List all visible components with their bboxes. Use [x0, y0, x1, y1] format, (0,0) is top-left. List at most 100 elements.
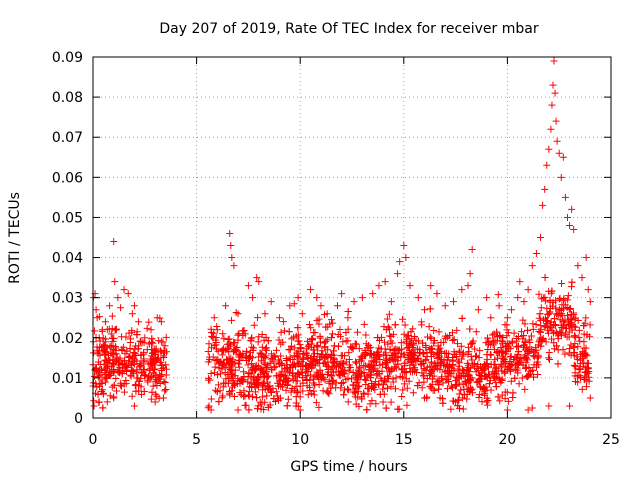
- data-point: [514, 359, 522, 367]
- data-point: [398, 393, 406, 401]
- data-point: [319, 387, 327, 395]
- data-point: [520, 298, 528, 306]
- data-point: [381, 338, 389, 346]
- data-point: [566, 402, 574, 410]
- data-point: [370, 383, 378, 391]
- data-point: [574, 317, 582, 325]
- data-point: [312, 399, 320, 407]
- data-point: [409, 389, 417, 397]
- data-point: [282, 364, 290, 372]
- data-point: [487, 351, 495, 359]
- data-point: [232, 309, 240, 317]
- data-point: [292, 332, 300, 340]
- data-point: [353, 328, 361, 336]
- data-point: [558, 301, 566, 309]
- data-point: [123, 368, 131, 376]
- data-point: [375, 352, 383, 360]
- data-point: [498, 391, 506, 399]
- data-point: [541, 185, 549, 193]
- data-point: [542, 322, 550, 330]
- data-point: [458, 286, 466, 294]
- data-point: [484, 346, 492, 354]
- data-point: [355, 365, 363, 373]
- data-point: [452, 381, 460, 389]
- x-tick-label: 5: [192, 432, 201, 448]
- data-point: [145, 318, 153, 326]
- data-point: [495, 302, 503, 310]
- data-point: [489, 368, 497, 376]
- data-point: [535, 290, 543, 298]
- data-point: [127, 361, 135, 369]
- data-point: [466, 270, 474, 278]
- data-point: [534, 371, 542, 379]
- data-point: [560, 305, 568, 313]
- data-point: [310, 387, 318, 395]
- data-point: [368, 397, 376, 405]
- data-point: [391, 321, 399, 329]
- data-point: [313, 342, 321, 350]
- data-point: [271, 398, 279, 406]
- data-point: [385, 310, 393, 318]
- data-point: [344, 337, 352, 345]
- data-point: [261, 361, 269, 369]
- data-point: [553, 342, 561, 350]
- data-point: [336, 332, 344, 340]
- data-point: [216, 370, 224, 378]
- data-point: [421, 306, 429, 314]
- data-point: [471, 360, 479, 368]
- data-point: [500, 356, 508, 364]
- data-point: [275, 314, 283, 322]
- data-point: [387, 398, 395, 406]
- data-point: [483, 401, 491, 409]
- data-point: [106, 371, 114, 379]
- data-point: [524, 286, 532, 294]
- data-point: [496, 376, 504, 384]
- data-point: [542, 317, 550, 325]
- data-point: [143, 324, 151, 332]
- data-point: [305, 341, 313, 349]
- y-tick-label: 0.04: [52, 251, 83, 267]
- data-point: [409, 344, 417, 352]
- data-point: [559, 317, 567, 325]
- data-point: [294, 294, 302, 302]
- data-point: [568, 278, 576, 286]
- data-point: [152, 371, 160, 379]
- data-point: [302, 349, 310, 357]
- data-point: [454, 357, 462, 365]
- data-point: [214, 347, 222, 355]
- data-point: [294, 337, 302, 345]
- data-point: [573, 372, 581, 380]
- data-point: [386, 356, 394, 364]
- data-point: [519, 341, 527, 349]
- data-points: [89, 57, 594, 414]
- data-point: [281, 372, 289, 380]
- data-point: [248, 343, 256, 351]
- data-point: [148, 361, 156, 369]
- data-point: [570, 322, 578, 330]
- data-point: [101, 318, 109, 326]
- data-point: [544, 326, 552, 334]
- data-point: [100, 347, 108, 355]
- data-point: [274, 396, 282, 404]
- data-point: [109, 337, 117, 345]
- data-point: [355, 402, 363, 410]
- data-point: [103, 375, 111, 383]
- data-point: [101, 378, 109, 386]
- data-point: [391, 385, 399, 393]
- y-axis-label: ROTI / TECUs: [7, 192, 23, 284]
- data-point: [566, 221, 574, 229]
- data-point: [586, 321, 594, 329]
- data-point: [459, 349, 467, 357]
- data-point: [148, 388, 156, 396]
- data-point: [474, 306, 482, 314]
- data-point: [380, 376, 388, 384]
- data-point: [267, 355, 275, 363]
- data-point: [90, 349, 98, 357]
- data-point: [103, 344, 111, 352]
- data-point: [332, 379, 340, 387]
- data-point: [364, 385, 372, 393]
- data-point: [260, 379, 268, 387]
- data-point: [403, 340, 411, 348]
- data-point: [387, 298, 395, 306]
